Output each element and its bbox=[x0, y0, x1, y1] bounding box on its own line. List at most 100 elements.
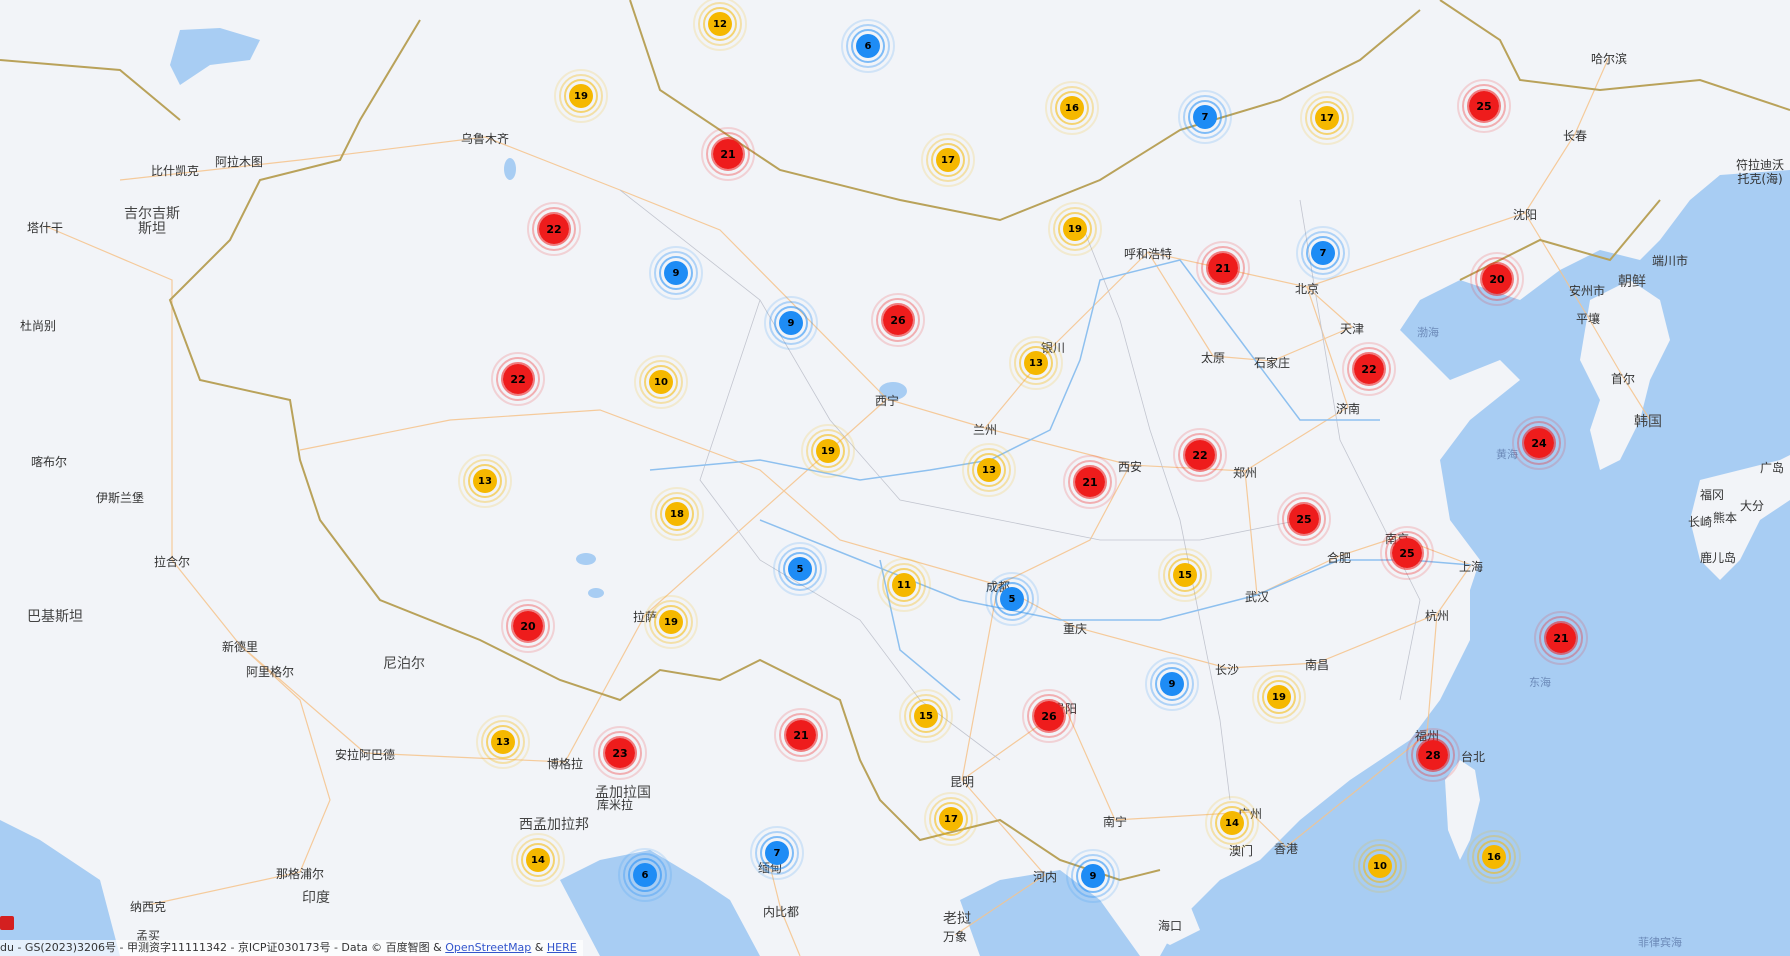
country-label: 斯坦 bbox=[138, 221, 166, 237]
cluster-marker[interactable]: 6 bbox=[838, 16, 898, 76]
cluster-count: 7 bbox=[1311, 241, 1335, 265]
cluster-ring bbox=[990, 577, 1034, 621]
cluster-ring bbox=[701, 127, 755, 181]
cluster-ring bbox=[985, 572, 1039, 626]
cluster-marker[interactable]: 17 bbox=[921, 789, 981, 849]
cluster-count: 22 bbox=[503, 364, 533, 394]
cluster-ring bbox=[1206, 251, 1240, 285]
cluster-marker[interactable]: 15 bbox=[1155, 545, 1215, 605]
city-label: 长春 bbox=[1562, 129, 1588, 143]
city-label: 广岛 bbox=[1759, 461, 1785, 475]
cluster-ring bbox=[564, 79, 598, 113]
cluster-marker[interactable]: 13 bbox=[1006, 333, 1066, 393]
cluster-marker[interactable]: 13 bbox=[959, 440, 1019, 500]
cluster-ring bbox=[1252, 670, 1306, 724]
cluster-marker[interactable]: 9 bbox=[1142, 654, 1202, 714]
cluster-marker[interactable]: 25 bbox=[1274, 489, 1334, 549]
cluster-marker[interactable]: 21 bbox=[771, 705, 831, 765]
cluster-marker[interactable]: 19 bbox=[1249, 667, 1309, 727]
cluster-ring bbox=[634, 355, 688, 409]
cluster-ring bbox=[1363, 849, 1397, 883]
cluster-marker[interactable]: 16 bbox=[1464, 827, 1524, 887]
cluster-ring bbox=[1262, 680, 1296, 714]
cluster-marker[interactable]: 22 bbox=[488, 349, 548, 409]
city-label: 安拉阿巴德 bbox=[334, 748, 396, 762]
cluster-marker[interactable]: 26 bbox=[868, 290, 928, 350]
cluster-marker[interactable]: 19 bbox=[798, 421, 858, 481]
cluster-count: 17 bbox=[936, 148, 960, 172]
cluster-marker[interactable]: 26 bbox=[1019, 686, 1079, 746]
cluster-marker[interactable]: 11 bbox=[874, 555, 934, 615]
sea-label: 菲律宾海 bbox=[1638, 936, 1682, 949]
cluster-marker[interactable]: 5 bbox=[770, 539, 830, 599]
cluster-marker[interactable]: 20 bbox=[1467, 249, 1527, 309]
cluster-count: 22 bbox=[1354, 354, 1384, 384]
cluster-marker[interactable]: 21 bbox=[698, 124, 758, 184]
cluster-ring bbox=[921, 133, 975, 187]
cluster-ring bbox=[1353, 839, 1407, 893]
cluster-ring bbox=[934, 802, 968, 836]
cluster-marker[interactable]: 13 bbox=[455, 451, 515, 511]
country-label: 朝鲜 bbox=[1618, 274, 1646, 290]
cluster-marker[interactable]: 10 bbox=[1350, 836, 1410, 896]
cluster-marker[interactable]: 5 bbox=[982, 569, 1042, 629]
cluster-ring bbox=[1183, 438, 1217, 472]
cluster-marker[interactable]: 12 bbox=[690, 0, 750, 54]
cluster-marker[interactable]: 20 bbox=[498, 596, 558, 656]
cluster-marker[interactable]: 23 bbox=[590, 723, 650, 783]
cluster-marker[interactable]: 19 bbox=[551, 66, 611, 126]
here-link[interactable]: HERE bbox=[546, 941, 577, 954]
cluster-ring bbox=[1457, 79, 1511, 133]
cluster-count: 26 bbox=[1034, 701, 1064, 731]
cluster-marker[interactable]: 25 bbox=[1377, 523, 1437, 583]
cluster-marker[interactable]: 9 bbox=[1063, 846, 1123, 906]
cluster-marker[interactable]: 6 bbox=[615, 845, 675, 905]
cluster-marker[interactable]: 13 bbox=[473, 712, 533, 772]
cluster-marker[interactable]: 22 bbox=[1339, 339, 1399, 399]
cluster-ring bbox=[511, 609, 545, 643]
city-label: 纳西克 bbox=[129, 900, 167, 914]
cluster-count: 24 bbox=[1524, 428, 1554, 458]
cluster-marker[interactable]: 18 bbox=[647, 484, 707, 544]
cluster-marker[interactable]: 22 bbox=[524, 199, 584, 259]
cluster-marker[interactable]: 19 bbox=[1045, 199, 1105, 259]
cluster-marker[interactable]: 25 bbox=[1454, 76, 1514, 136]
cluster-marker[interactable]: 17 bbox=[1297, 88, 1357, 148]
cluster-marker[interactable]: 7 bbox=[1293, 223, 1353, 283]
cluster-ring bbox=[909, 699, 943, 733]
cluster-ring bbox=[887, 568, 921, 602]
cluster-marker[interactable]: 15 bbox=[896, 686, 956, 746]
cluster-ring bbox=[1416, 738, 1450, 772]
cluster-marker[interactable]: 10 bbox=[631, 352, 691, 412]
cluster-ring bbox=[1019, 346, 1053, 380]
cluster-count: 25 bbox=[1392, 538, 1422, 568]
cluster-marker[interactable]: 16 bbox=[1042, 78, 1102, 138]
cluster-marker[interactable]: 7 bbox=[747, 823, 807, 883]
cluster-marker[interactable]: 28 bbox=[1403, 725, 1463, 785]
cluster-ring bbox=[703, 7, 737, 41]
cluster-marker[interactable]: 19 bbox=[641, 592, 701, 652]
cluster-marker[interactable]: 14 bbox=[508, 830, 568, 890]
cluster-marker[interactable]: 17 bbox=[918, 130, 978, 190]
country-label: 老挝 bbox=[943, 911, 971, 927]
cluster-count: 21 bbox=[713, 139, 743, 169]
cluster-marker[interactable]: 7 bbox=[1175, 87, 1235, 147]
cluster-marker[interactable]: 21 bbox=[1531, 608, 1591, 668]
cluster-ring bbox=[760, 836, 794, 870]
cluster-marker[interactable]: 21 bbox=[1060, 452, 1120, 512]
cluster-ring bbox=[593, 726, 647, 780]
cluster-count: 22 bbox=[1185, 440, 1215, 470]
cluster-marker[interactable]: 21 bbox=[1193, 238, 1253, 298]
cluster-marker[interactable]: 22 bbox=[1170, 425, 1230, 485]
openstreetmap-link[interactable]: OpenStreetMap bbox=[445, 941, 532, 954]
cluster-marker[interactable]: 9 bbox=[646, 243, 706, 303]
cluster-marker[interactable]: 9 bbox=[761, 293, 821, 353]
cluster-ring bbox=[1306, 236, 1340, 270]
city-label: 鹿儿岛 bbox=[1699, 551, 1737, 565]
cluster-ring bbox=[1277, 492, 1331, 546]
cluster-count: 15 bbox=[914, 704, 938, 728]
city-label: 石家庄 bbox=[1253, 356, 1291, 370]
cluster-marker[interactable]: 24 bbox=[1509, 413, 1569, 473]
cluster-marker[interactable]: 14 bbox=[1202, 793, 1262, 853]
